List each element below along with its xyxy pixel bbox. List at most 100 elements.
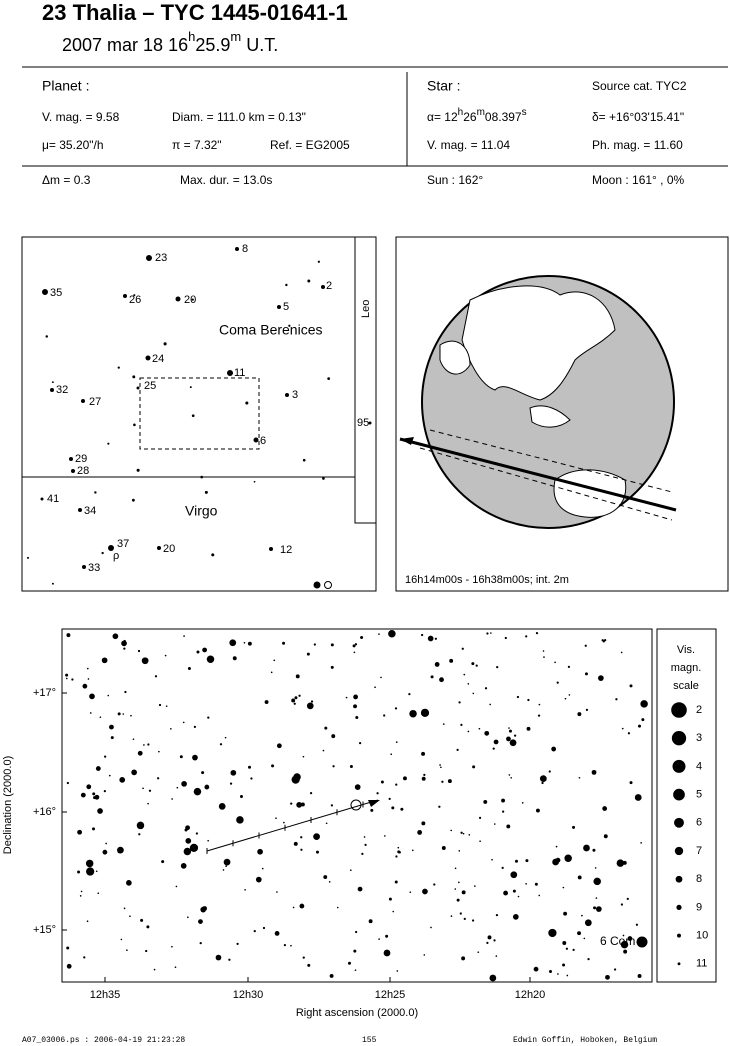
- star: [247, 641, 252, 646]
- star: [223, 858, 231, 866]
- star: [615, 698, 618, 701]
- star: [97, 892, 100, 895]
- star: [292, 906, 295, 909]
- star: [551, 746, 557, 752]
- star: [182, 721, 185, 724]
- star: [394, 880, 398, 884]
- finder-label: 35: [50, 287, 62, 299]
- footer-file: A07_03006.ps : 2006-04-19 21:23:28: [22, 1036, 185, 1045]
- star: [456, 748, 459, 751]
- star: [92, 827, 96, 831]
- finder-label: 20: [184, 294, 196, 306]
- star: [440, 766, 442, 769]
- star: [282, 641, 286, 645]
- star: [97, 808, 103, 814]
- star: [77, 829, 82, 835]
- planet-vmag: V. mag. = 9.58: [42, 110, 120, 124]
- star: [93, 796, 97, 800]
- star: [224, 736, 227, 739]
- legend-label: 11: [696, 958, 707, 970]
- star: [99, 716, 102, 719]
- star: [313, 643, 316, 646]
- star: [483, 799, 488, 804]
- arrow-head: [400, 437, 414, 445]
- legend-label: 9: [696, 901, 702, 913]
- star: [101, 657, 108, 664]
- star: [567, 665, 571, 668]
- star: [126, 949, 128, 952]
- star: [556, 681, 559, 684]
- star: [323, 875, 328, 879]
- star: [86, 784, 92, 790]
- star: [637, 974, 642, 978]
- star: [165, 705, 168, 707]
- star: [117, 712, 121, 716]
- star: [69, 457, 73, 461]
- star: [449, 658, 454, 663]
- star: [317, 260, 320, 263]
- star: [489, 974, 497, 982]
- star: [146, 925, 150, 929]
- star: [468, 834, 471, 836]
- star: [623, 949, 628, 954]
- star: [250, 777, 253, 780]
- star: [164, 654, 167, 657]
- star: [392, 910, 395, 913]
- star: [510, 776, 512, 779]
- continent: [461, 285, 616, 401]
- star: [515, 859, 519, 863]
- star: [442, 723, 445, 725]
- star: [467, 730, 470, 733]
- star: [641, 718, 645, 722]
- star: [306, 702, 314, 710]
- star: [554, 862, 557, 865]
- star: [163, 342, 167, 346]
- star: [388, 629, 396, 638]
- star: [395, 741, 398, 743]
- star: [228, 958, 231, 961]
- star: [195, 832, 199, 835]
- star: [459, 912, 462, 915]
- star: [204, 784, 210, 790]
- star: [307, 279, 311, 283]
- star: [417, 830, 423, 835]
- star: [104, 755, 107, 758]
- star: [257, 848, 263, 855]
- star: [566, 974, 569, 977]
- star: [302, 458, 306, 462]
- star: [512, 914, 519, 920]
- y-tick-label: +16°: [33, 806, 56, 818]
- star: [563, 911, 568, 916]
- star: [296, 802, 302, 808]
- star: [71, 678, 74, 681]
- star: [458, 701, 461, 704]
- star: [577, 931, 582, 936]
- star: [383, 949, 391, 957]
- legend-label: 5: [696, 789, 702, 801]
- star: [353, 694, 359, 700]
- star: [183, 635, 185, 637]
- star: [193, 725, 197, 729]
- star: [119, 777, 126, 783]
- star: [313, 581, 321, 589]
- star: [176, 786, 179, 789]
- finder-label: Leo: [360, 300, 372, 318]
- star: [81, 399, 85, 403]
- star: [327, 377, 331, 381]
- star: [184, 828, 188, 832]
- star: [85, 859, 94, 868]
- finder-label: 95: [357, 417, 369, 429]
- star: [430, 675, 434, 679]
- star: [288, 324, 291, 327]
- star: [447, 779, 452, 784]
- star: [102, 849, 108, 855]
- star: [89, 712, 92, 714]
- star-phmag: Ph. mag. = 11.60: [592, 138, 683, 152]
- star: [420, 633, 424, 637]
- star: [513, 734, 517, 737]
- max-duration: Max. dur. = 13.0s: [180, 173, 272, 187]
- star: [264, 700, 269, 704]
- star: [595, 897, 598, 899]
- star: [313, 833, 320, 840]
- star: [358, 741, 362, 745]
